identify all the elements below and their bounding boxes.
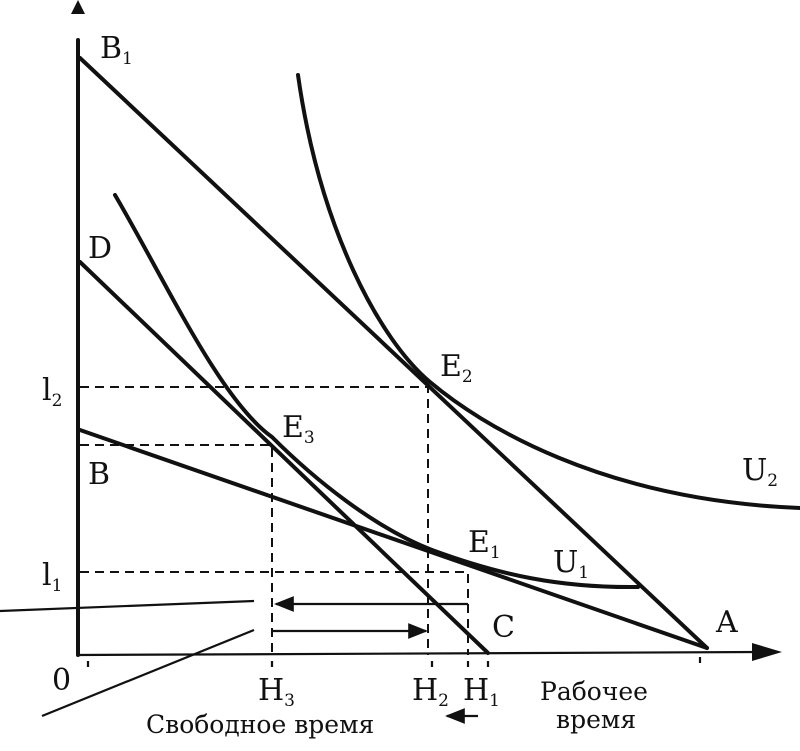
y-axis-arrowhead <box>71 0 85 14</box>
guide-l2-e2 <box>80 386 429 655</box>
indifference-curve-u1-right <box>430 548 640 590</box>
label-u2: U2 <box>742 453 778 491</box>
x-axis-ticks <box>86 657 702 667</box>
label-e3: E3 <box>282 410 315 448</box>
label-c: C <box>492 610 515 645</box>
budget-line-b-a <box>78 428 709 650</box>
label-a: A <box>715 605 738 640</box>
guide-b-e3 <box>80 444 273 655</box>
label-u1: U1 <box>553 545 589 583</box>
budget-line-b1-a <box>78 56 709 650</box>
thin-diagonal-left <box>41 628 255 718</box>
caption-free-time: Свободное время <box>146 710 374 739</box>
label-l1: l1 <box>42 558 62 596</box>
label-d: D <box>88 231 112 266</box>
label-h3: H3 <box>258 673 295 711</box>
label-h2: H2 <box>412 673 449 711</box>
x-axis-arrowhead <box>752 643 782 661</box>
indifference-curve-u1-left <box>113 193 434 552</box>
label-e1: E1 <box>468 525 501 563</box>
caption-working-time-line1: Рабочее <box>540 677 648 706</box>
guide-l1-e1 <box>80 571 469 655</box>
label-b1: B1 <box>100 31 133 69</box>
budget-line-d-c <box>78 260 490 655</box>
label-b: B <box>88 457 110 492</box>
label-e2: E2 <box>440 349 473 387</box>
label-l2: l2 <box>42 373 62 411</box>
caption-working-time-line2: время <box>556 705 636 734</box>
x-axis <box>77 650 761 657</box>
label-h1: H1 <box>463 673 500 711</box>
thin-line-left <box>0 599 255 613</box>
indifference-curve-u2 <box>296 73 800 510</box>
label-origin: 0 <box>52 663 71 698</box>
